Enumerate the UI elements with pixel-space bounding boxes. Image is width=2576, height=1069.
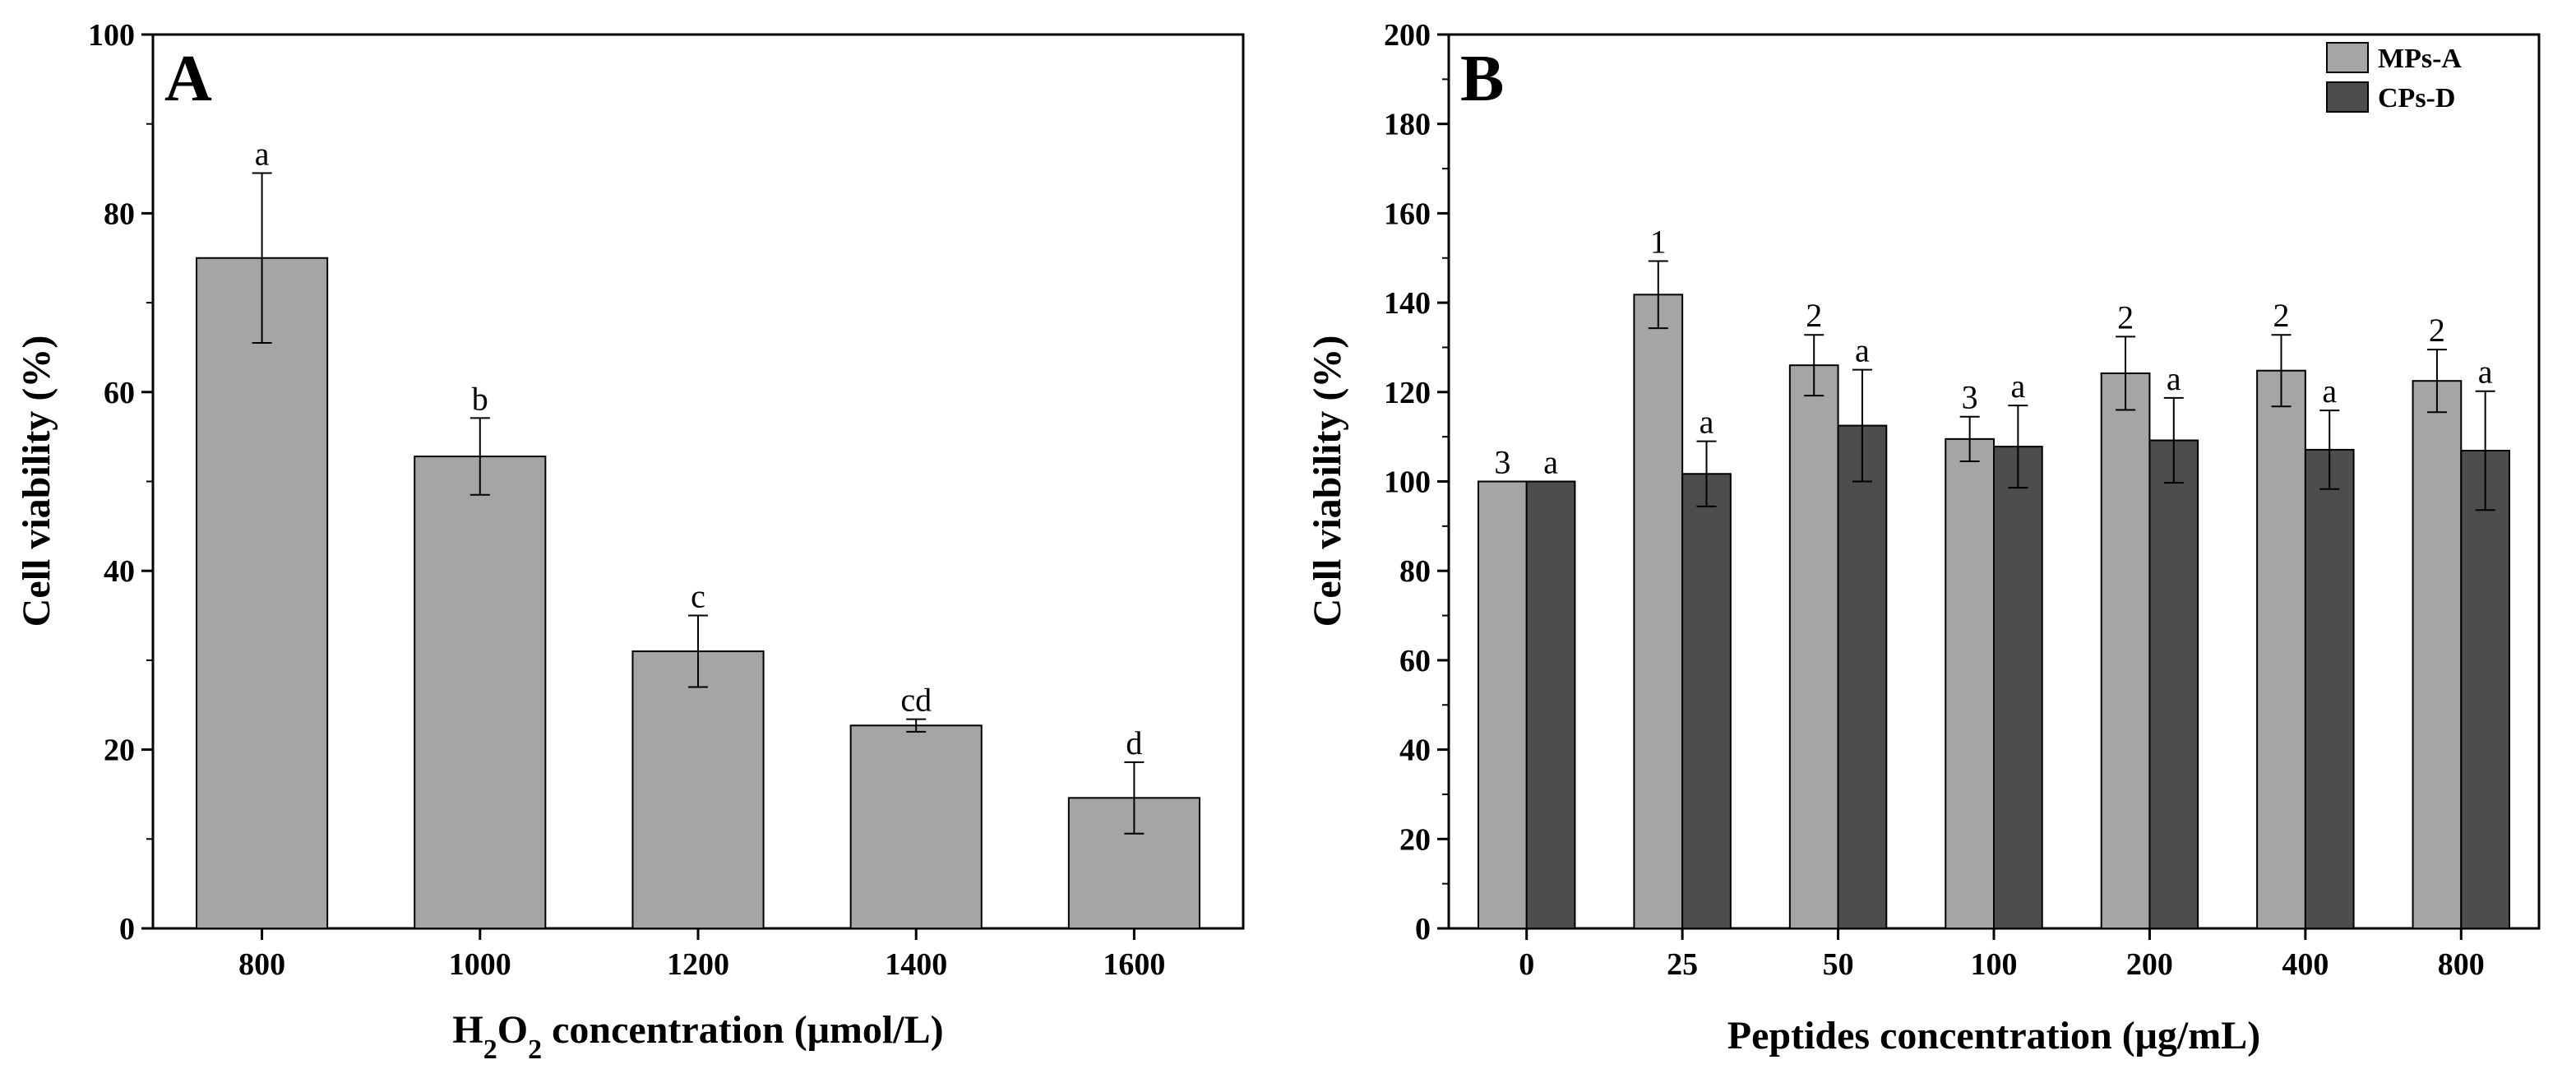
panel-a-y-tick-label: 100	[88, 18, 135, 53]
panel-a-y-tick-label: 40	[104, 554, 135, 589]
panel-a-marks: 0 20 40 60 80 100 800 a 1000 b 1200 c 1400 cd 1600 d	[88, 18, 1200, 982]
panel-b-y-tick-label: 120	[1384, 376, 1431, 410]
panel-b-bar-cps-d	[1681, 473, 1732, 929]
panel-a-x-title-sub2: 2	[528, 1034, 542, 1065]
panel-b-significance-label: a	[1700, 404, 1714, 441]
panel-b-bar-mps-a	[1788, 364, 1839, 929]
panel-b-x-tick-label: 25	[1667, 947, 1698, 982]
panel-b-bar-mps-a	[1945, 437, 1995, 929]
panel-a-bar-series	[196, 257, 329, 929]
panel-a-significance-label: d	[1126, 724, 1142, 761]
panel-b-bar-cps-d	[1525, 480, 1576, 929]
panel-b-y-tick-label: 0	[1415, 912, 1431, 946]
panel-b-x-tick-label: 200	[2126, 947, 2173, 982]
panel-b-significance-label: a	[2478, 354, 2493, 391]
panel-b-bar-cps-d	[2460, 449, 2511, 929]
panel-b-y-tick-label: 20	[1399, 822, 1431, 857]
panel-a-y-tick-label: 80	[104, 197, 135, 231]
panel-a-x-tick-label: 1200	[667, 947, 729, 982]
panel-b-bar-mps-a	[2100, 372, 2151, 929]
panel-a-bar-series	[631, 650, 765, 930]
panel-a-significance-label: c	[691, 578, 705, 615]
panel-a-y-axis-title: Cell viability (%)	[15, 336, 58, 627]
panel-b-x-axis-title: Peptides concentration (μg/mL)	[1727, 1014, 2260, 1057]
panel-b-y-tick-label: 140	[1384, 286, 1431, 321]
panel-b-x-tick-label: 0	[1519, 947, 1534, 982]
panel-b-letter: B	[1460, 43, 1504, 115]
panel-b-significance-label: 3	[1494, 444, 1510, 481]
legend-swatch-cps-d	[2326, 81, 2369, 113]
panel-a-significance-label: b	[472, 380, 488, 417]
panel-a-y-tick-label: 20	[104, 733, 135, 768]
panel-a-x-title-rest: concentration (μmol/L)	[542, 1008, 943, 1052]
panel-a-y-tick-label: 0	[119, 912, 135, 946]
panel-b-significance-label: a	[1543, 444, 1558, 481]
panel-b-chart: B Cell viability (%) Peptides concentrat…	[1306, 18, 2541, 1057]
panel-b-bar-cps-d	[2304, 448, 2355, 929]
panel-b-y-tick-label: 80	[1399, 554, 1431, 589]
panel-b-significance-label: 1	[1650, 224, 1667, 261]
panel-a-x-title-sub1: 2	[483, 1034, 497, 1065]
panel-a-y-tick-label: 60	[104, 376, 135, 410]
panel-b-significance-label: 2	[2429, 312, 2445, 349]
panel-a-x-tick-label: 1600	[1103, 947, 1165, 982]
panel-a-bar-series	[849, 724, 983, 929]
panel-b-significance-label: a	[2167, 360, 2181, 397]
panel-a-chart: A Cell viability (%) H2O2 concentration …	[15, 18, 1245, 1065]
panel-b-y-tick-label: 100	[1384, 465, 1431, 500]
panel-b-y-tick-label: 180	[1384, 108, 1431, 142]
panel-b-significance-label: 3	[1962, 379, 1978, 416]
panel-b-x-tick-label: 50	[1823, 947, 1854, 982]
panel-a-significance-label: cd	[900, 682, 932, 719]
panel-a-x-tick-label: 800	[238, 947, 285, 982]
panel-b-significance-label: 2	[2117, 298, 2134, 336]
panel-b-bar-mps-a	[2412, 380, 2463, 929]
panel-b-bar-cps-d	[2148, 439, 2199, 929]
legend-swatch-mps-a	[2326, 42, 2369, 73]
panel-b-x-tick-label: 800	[2438, 947, 2485, 982]
panel-b-y-tick-label: 40	[1399, 733, 1431, 768]
panel-a-x-title-o: O	[497, 1008, 528, 1052]
panel-a-bar-series	[414, 456, 547, 929]
panel-b-significance-label: 2	[2273, 297, 2289, 334]
panel-a-x-axis-title: H2O2 concentration (μmol/L)	[452, 1008, 943, 1065]
panel-b-y-tick-label: 60	[1399, 644, 1431, 678]
panel-a-x-tick-label: 1400	[885, 947, 947, 982]
panel-b-x-tick-label: 100	[1971, 947, 2018, 982]
panel-a-significance-label: a	[255, 135, 270, 172]
panel-b-significance-label: a	[2322, 373, 2337, 410]
panel-b-significance-label: a	[1855, 332, 1870, 369]
panel-b-y-tick-label: 160	[1384, 197, 1431, 231]
panel-a-letter: A	[164, 43, 212, 115]
panel-b-bar-mps-a	[1633, 294, 1684, 929]
panel-b-significance-label: a	[2010, 368, 2025, 405]
panel-b-y-axis-title: Cell viability (%)	[1306, 336, 1349, 627]
panel-b-bar-mps-a	[2256, 369, 2306, 930]
panel-b-bar-mps-a	[1477, 480, 1528, 929]
panel-b-x-tick-label: 400	[2282, 947, 2329, 982]
legend-label-cps-d: CPs-D	[2378, 83, 2455, 113]
panel-b-bar-cps-d	[1837, 424, 1888, 929]
panel-b-significance-label: 2	[1806, 297, 1822, 334]
panel-a-x-tick-label: 1000	[449, 947, 511, 982]
legend-label-mps-a: MPs-A	[2378, 44, 2462, 74]
panel-b-y-tick-label: 200	[1384, 18, 1431, 53]
panel-b-bar-cps-d	[1993, 446, 2043, 929]
panel-a-x-title-h: H	[452, 1008, 483, 1052]
panel-b-legend: MPs-A CPs-D	[2326, 42, 2462, 113]
